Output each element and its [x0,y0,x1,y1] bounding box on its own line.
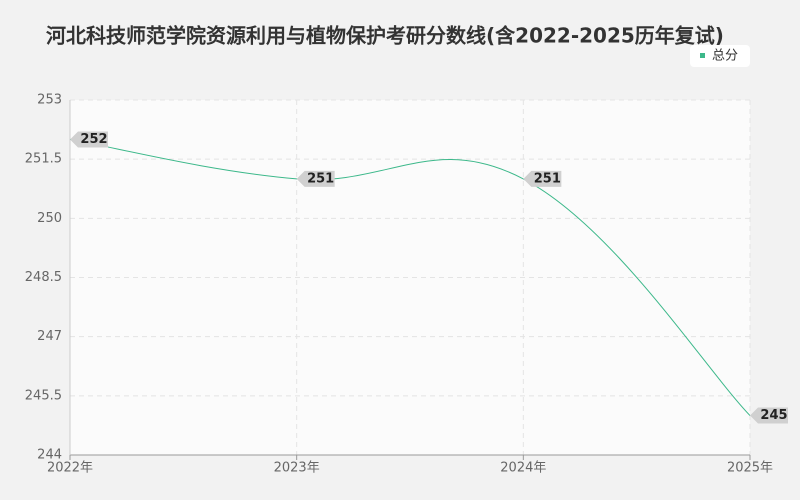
y-tick-label: 253 [37,93,62,108]
y-tick-label: 245.5 [25,388,62,403]
x-tick-label: 2025年 [727,461,773,476]
value-label: 251 [307,171,334,186]
value-label: 251 [534,171,561,186]
y-tick-label: 244 [37,448,62,463]
value-label-box [750,407,788,424]
value-label-box [296,170,335,187]
y-tick-label: 248.5 [25,270,62,285]
x-tick-label: 2024年 [500,461,546,476]
legend-box [690,45,750,67]
legend-swatch [700,53,705,58]
y-tick-label: 247 [37,329,62,344]
value-label-box [523,170,562,187]
value-label: 252 [80,132,107,147]
x-tick-label: 2023年 [274,461,320,476]
y-tick-label: 251.5 [25,152,62,167]
value-label: 245 [760,408,787,423]
chart-title: 河北科技师范学院资源利用与植物保护考研分数线(含2022-2025历年复试) [46,24,724,48]
y-tick-label: 250 [37,211,62,226]
line [69,138,751,416]
x-tick-label: 2022年 [47,461,93,476]
value-label-box [70,131,108,148]
legend-label: 总分 [712,49,738,64]
